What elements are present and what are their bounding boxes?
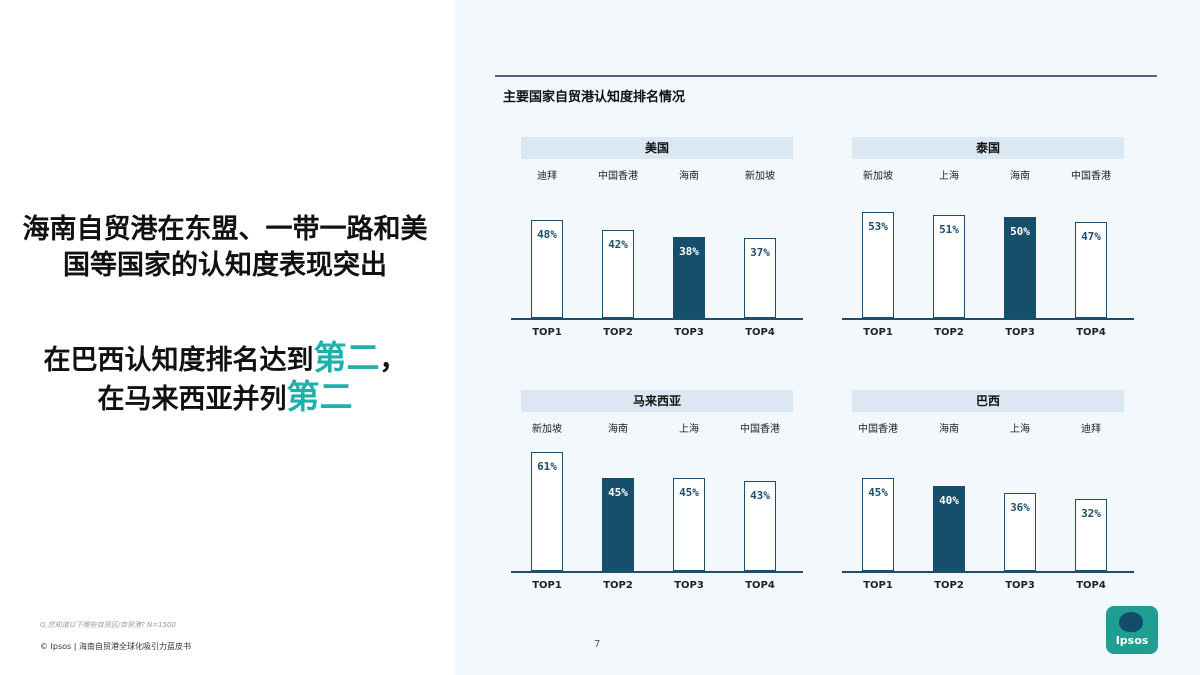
rank-label: TOP4: [745, 327, 775, 338]
value-label: 45%: [868, 486, 888, 499]
rank-label: TOP1: [532, 580, 562, 591]
value-label: 38%: [679, 245, 699, 258]
bar: [933, 215, 965, 318]
value-label: 32%: [1081, 507, 1101, 520]
bar: [1075, 222, 1107, 318]
category-label: 海南: [608, 424, 628, 435]
headline-line2-prefix: 在巴西认知度排名达到: [43, 345, 314, 376]
headline-primary: 海南自贸港在东盟、一带一路和美国等国家的认知度表现突出: [22, 214, 428, 281]
rank-label: TOP2: [934, 580, 964, 591]
bar: [1004, 217, 1036, 318]
headline-line3-prefix: 在马来西亚并列: [97, 384, 287, 415]
category-label: 上海: [679, 424, 699, 435]
category-label: 上海: [939, 171, 959, 182]
category-label: 中国香港: [598, 171, 638, 182]
category-label: 中国香港: [740, 424, 780, 435]
value-label: 51%: [939, 223, 959, 236]
headline-line3-accent: 第二: [286, 377, 353, 416]
bar: [1004, 493, 1036, 571]
bar: [531, 452, 563, 571]
value-label: 45%: [679, 486, 699, 499]
logo-mark-icon: [1119, 612, 1143, 632]
chart-title: 美国: [521, 137, 793, 159]
rank-label: TOP2: [603, 580, 633, 591]
rank-label: TOP2: [603, 327, 633, 338]
category-label: 中国香港: [1071, 171, 1111, 182]
rank-label: TOP1: [863, 580, 893, 591]
divider-line: [495, 75, 1157, 77]
headline-secondary: 在巴西认知度排名达到第二， 在马来西亚并列第二: [20, 340, 430, 418]
category-label: 海南: [679, 171, 699, 182]
value-label: 50%: [1010, 225, 1030, 238]
value-label: 48%: [537, 228, 557, 241]
rank-label: TOP4: [1076, 580, 1106, 591]
value-label: 61%: [537, 460, 557, 473]
chart-panel: 马来西亚新加坡 61% TOP1 海南 45% TOP2 上海 45% TOP3 中国香港 43% T…: [511, 390, 821, 591]
bar: [862, 478, 894, 571]
value-label: 40%: [939, 494, 959, 507]
category-label: 新加坡: [532, 424, 562, 435]
chart-panel: 美国迪拜 48% TOP1 中国香港 42% TOP2 海南 38% TOP3 新加坡 37% TOP…: [511, 137, 821, 338]
chart-title: 巴西: [852, 390, 1124, 412]
bar: [744, 238, 776, 318]
chart-title: 马来西亚: [521, 390, 793, 412]
rank-label: TOP3: [1005, 327, 1035, 338]
rank-label: TOP4: [1076, 327, 1106, 338]
bar: [744, 481, 776, 571]
chart-panel: 巴西中国香港 45% TOP1 海南 40% TOP2 上海 36% TOP3 迪拜 32% TOP4: [842, 390, 1152, 591]
logo-text: Ipsos: [1115, 634, 1149, 647]
category-label: 新加坡: [863, 171, 893, 182]
rank-label: TOP2: [934, 327, 964, 338]
bar: [862, 212, 894, 318]
value-label: 43%: [750, 489, 770, 502]
chart-baseline: [842, 571, 1134, 573]
category-label: 海南: [939, 424, 959, 435]
category-label: 上海: [1010, 424, 1030, 435]
rank-label: TOP3: [674, 327, 704, 338]
category-label: 新加坡: [745, 171, 775, 182]
category-label: 迪拜: [537, 171, 557, 182]
left-panel: 海南自贸港在东盟、一带一路和美国等国家的认知度表现突出 在巴西认知度排名达到第二…: [0, 0, 455, 675]
rank-label: TOP1: [532, 327, 562, 338]
rank-label: TOP4: [745, 580, 775, 591]
bar: [673, 237, 705, 318]
section-title: 主要国家自贸港认知度排名情况: [503, 90, 686, 105]
bar: [933, 486, 965, 571]
bar: [1075, 499, 1107, 571]
chart-baseline: [511, 318, 803, 320]
rank-label: TOP1: [863, 327, 893, 338]
value-label: 36%: [1010, 501, 1030, 514]
headline-line2-accent: 第二: [313, 338, 380, 377]
chart-baseline: [842, 318, 1134, 320]
rank-label: TOP3: [1005, 580, 1035, 591]
value-label: 42%: [608, 238, 628, 251]
chart-baseline: [511, 571, 803, 573]
chart-title: 泰国: [852, 137, 1124, 159]
footer-credit: © Ipsos | 海南自贸港全球化吸引力蓝皮书: [40, 642, 191, 651]
value-label: 37%: [750, 246, 770, 259]
chart-panel: 泰国新加坡 53% TOP1 上海 51% TOP2 海南 50% TOP3 中国香港 47% TOP…: [842, 137, 1152, 338]
value-label: 45%: [608, 486, 628, 499]
ipsos-logo: Ipsos: [1106, 606, 1158, 654]
bar: [531, 220, 563, 318]
headline-line2-suffix: ，: [379, 345, 407, 376]
footnote: Q.您知道以下哪些自贸区/自贸港? N=1500: [40, 621, 176, 629]
bar: [602, 478, 634, 571]
value-label: 47%: [1081, 230, 1101, 243]
bar: [602, 230, 634, 318]
page-number: 7: [594, 639, 601, 650]
category-label: 迪拜: [1081, 424, 1101, 435]
category-label: 海南: [1010, 171, 1030, 182]
value-label: 53%: [868, 220, 888, 233]
category-label: 中国香港: [858, 424, 898, 435]
rank-label: TOP3: [674, 580, 704, 591]
bar: [673, 478, 705, 571]
